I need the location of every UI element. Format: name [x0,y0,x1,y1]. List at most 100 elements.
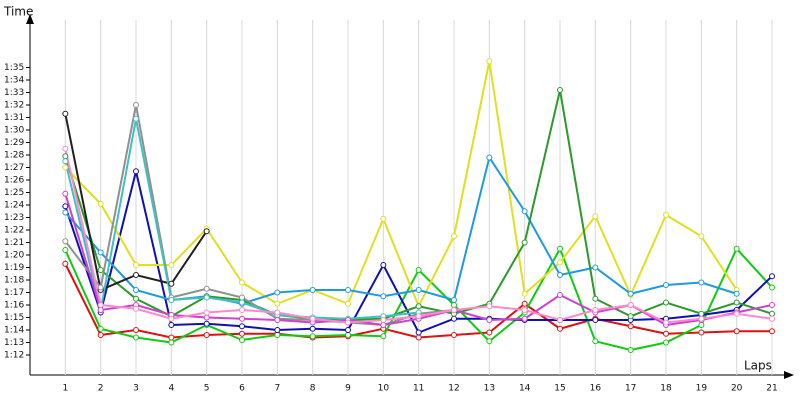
point [274,289,281,296]
point [203,332,210,338]
x-tick-label: 6 [239,384,245,394]
x-tick-label: 8 [310,384,316,394]
point [380,333,387,340]
point [168,334,175,341]
point [663,330,669,337]
y-tick-label: 1:26 [4,176,24,186]
point [62,238,69,245]
point [698,322,705,328]
x-tick-label: 5 [204,384,210,394]
point [239,299,245,306]
point [62,203,69,210]
x-tick-label: 10 [378,384,390,394]
point [521,307,528,313]
x-tick-label: 4 [168,384,174,394]
point [239,294,245,301]
point [486,329,493,336]
point [168,315,175,322]
y-tick-label: 1:24 [4,201,24,211]
point [769,315,775,322]
x-tick-label: 13 [484,384,495,394]
point [698,233,705,240]
point [698,279,705,286]
point [663,282,669,288]
point [592,264,599,271]
point [97,332,104,338]
x-tick-label: 19 [696,384,708,394]
point [239,337,245,343]
point [486,58,493,65]
point [733,290,740,297]
y-tick-label: 1:30 [4,126,24,136]
point [415,287,422,293]
point [309,287,316,293]
point [274,332,281,338]
x-tick-label: 18 [660,384,672,394]
point [168,339,175,346]
y-tick-label: 1:29 [4,138,24,148]
point [345,300,351,307]
point [274,327,281,333]
point [133,262,139,268]
x-tick-label: 21 [766,384,777,394]
point [521,208,528,215]
point [451,315,457,322]
point [733,299,740,306]
y-tick-label: 1:33 [4,88,24,98]
point [97,200,104,207]
x-tick-label: 17 [625,384,636,394]
point [133,287,139,293]
point [62,260,69,267]
point [239,279,245,286]
point [309,325,316,332]
point [415,329,422,336]
point [168,322,175,328]
point [133,295,139,302]
y-tick-label: 1:34 [4,76,24,86]
point [557,87,563,93]
point [97,249,104,256]
point [274,317,281,323]
point [62,158,69,165]
point [592,307,599,313]
x-tick-label: 16 [590,384,602,394]
point [521,239,528,246]
point [486,154,493,161]
point [345,332,351,338]
y-axis-arrow [26,14,34,24]
x-tick-label: 15 [554,384,565,394]
y-tick-label: 1:22 [4,226,24,236]
point [133,272,139,278]
point [521,315,528,322]
point [769,284,775,291]
point [97,307,104,313]
y-tick-label: 1:18 [4,276,24,286]
point [451,332,457,338]
y-tick-label: 1:23 [4,213,24,223]
point [380,317,387,323]
point [97,325,104,332]
point [521,290,528,297]
y-tick-label: 1:25 [4,188,24,198]
point [557,325,563,332]
point [380,322,387,328]
y-axis-title: Time [3,5,33,19]
point [486,338,493,345]
point [592,317,599,323]
point [380,262,387,268]
point [345,287,351,293]
y-tick-label: 1:21 [4,238,24,248]
point [203,285,210,292]
point [133,115,139,122]
point [451,233,457,240]
point [557,317,563,323]
point [769,273,775,280]
point [62,110,69,117]
point [698,315,705,322]
point [663,212,669,218]
point [239,315,245,322]
point [62,145,69,152]
y-tick-label: 1:15 [4,313,24,323]
y-tick-label: 1:17 [4,288,24,298]
